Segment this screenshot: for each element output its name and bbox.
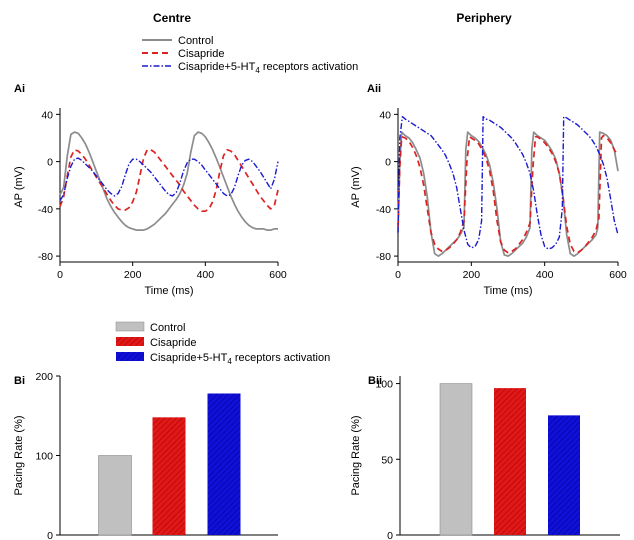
y-tick-label: 40 xyxy=(379,109,391,121)
series-line-cisapride-5ht4 xyxy=(59,157,279,201)
legend-label-control: Control xyxy=(178,35,213,47)
y-tick-label: 0 xyxy=(47,530,53,540)
x-axis-label: Time (ms) xyxy=(144,285,193,297)
bar-cisapride xyxy=(152,417,186,535)
panel-label-aii: Aii xyxy=(367,83,381,95)
y-tick-label: 100 xyxy=(35,451,53,463)
series-line-cisapride-5ht4 xyxy=(397,115,619,250)
series-line-cisapride xyxy=(59,148,279,213)
legend-label-cisapride-5ht4: Cisapride+5-HT4 receptors activation xyxy=(178,61,358,75)
bar-control xyxy=(98,455,132,536)
legend-bottom-label-cisapride-5ht4: Cisapride+5-HT4 receptors activation xyxy=(150,352,330,366)
panel-bi: Bi 0 100 200 Pacing Rate (%) xyxy=(13,371,278,540)
legend-label-tail: receptors activation xyxy=(260,61,358,73)
x-tick-label: 400 xyxy=(536,269,554,281)
y-tick-label: 40 xyxy=(41,109,53,121)
legend-bottom-label-subscript: 4 xyxy=(227,357,232,366)
legend-bottom-label-main: Cisapride+5-HT xyxy=(150,352,228,364)
y-axis-label: AP (mV) xyxy=(13,166,25,207)
series-line-control xyxy=(397,131,619,257)
legend-label-subscript: 4 xyxy=(255,66,260,75)
legend-bottom-label-tail: receptors activation xyxy=(232,352,330,364)
legend-top-item-cisapride: Cisapride xyxy=(142,48,224,60)
x-tick-label: 0 xyxy=(395,269,401,281)
series-line-cisapride xyxy=(397,134,619,254)
column-title-periphery: Periphery xyxy=(456,11,512,25)
bar-cisapride-5ht4 xyxy=(207,393,241,535)
legend-top-item-cisapride-5ht4: Cisapride+5-HT4 receptors activation xyxy=(142,61,358,75)
bar-cisapride xyxy=(494,388,526,535)
legend-swatch-bar-cisapride xyxy=(116,337,144,346)
legend-label-cisapride: Cisapride xyxy=(178,48,224,60)
series-line-control xyxy=(59,131,278,231)
legend-bottom-item-cisapride-5ht4: Cisapride+5-HT4 receptors activation xyxy=(116,352,330,366)
y-tick-label: 0 xyxy=(47,157,53,169)
x-tick-label: 200 xyxy=(124,269,142,281)
y-axis-label: Pacing Rate (%) xyxy=(350,415,362,495)
legend-top: Control Cisapride Cisapride+5-HT4 recept… xyxy=(142,35,358,75)
legend-top-item-control: Control xyxy=(142,35,213,47)
legend-swatch-bar-cisapride-5ht4 xyxy=(116,352,144,361)
legend-swatch-bar-control xyxy=(115,321,145,332)
y-tick-label: 0 xyxy=(387,530,393,540)
panel-label-bii: Bii xyxy=(368,375,382,387)
y-tick-label: -40 xyxy=(376,204,391,216)
x-tick-label: 400 xyxy=(197,269,215,281)
legend-bottom: Control Cisapride Cisapride+5-HT4 recept… xyxy=(115,321,330,366)
y-tick-label: 50 xyxy=(381,454,393,466)
panel-bii: Bii 0 50 100 Pacing Rate (%) xyxy=(350,375,620,540)
y-tick-label: 0 xyxy=(385,157,391,169)
y-axis-label: Pacing Rate (%) xyxy=(13,415,25,495)
y-tick-label: -80 xyxy=(38,251,53,263)
x-axis-label: Time (ms) xyxy=(483,285,532,297)
x-tick-label: 200 xyxy=(463,269,481,281)
legend-bottom-item-cisapride: Cisapride xyxy=(116,337,196,349)
bar-control xyxy=(439,383,473,536)
x-tick-label: 0 xyxy=(57,269,63,281)
y-tick-label: -40 xyxy=(38,204,53,216)
x-tick-label: 600 xyxy=(609,269,627,281)
legend-bottom-item-control: Control xyxy=(115,321,185,334)
column-title-centre: Centre xyxy=(153,11,191,25)
y-tick-label: 200 xyxy=(35,371,53,383)
x-tick-label: 600 xyxy=(269,269,287,281)
y-tick-label: 100 xyxy=(375,379,393,391)
y-axis-label: AP (mV) xyxy=(350,166,362,207)
legend-bottom-label-control: Control xyxy=(150,322,185,334)
y-tick-label: -80 xyxy=(376,251,391,263)
legend-label-main: Cisapride+5-HT xyxy=(178,61,256,73)
panel-label-bi: Bi xyxy=(14,375,25,387)
bar-cisapride-5ht4 xyxy=(548,415,580,535)
legend-bottom-label-cisapride: Cisapride xyxy=(150,337,196,349)
panel-label-ai: Ai xyxy=(14,83,25,95)
